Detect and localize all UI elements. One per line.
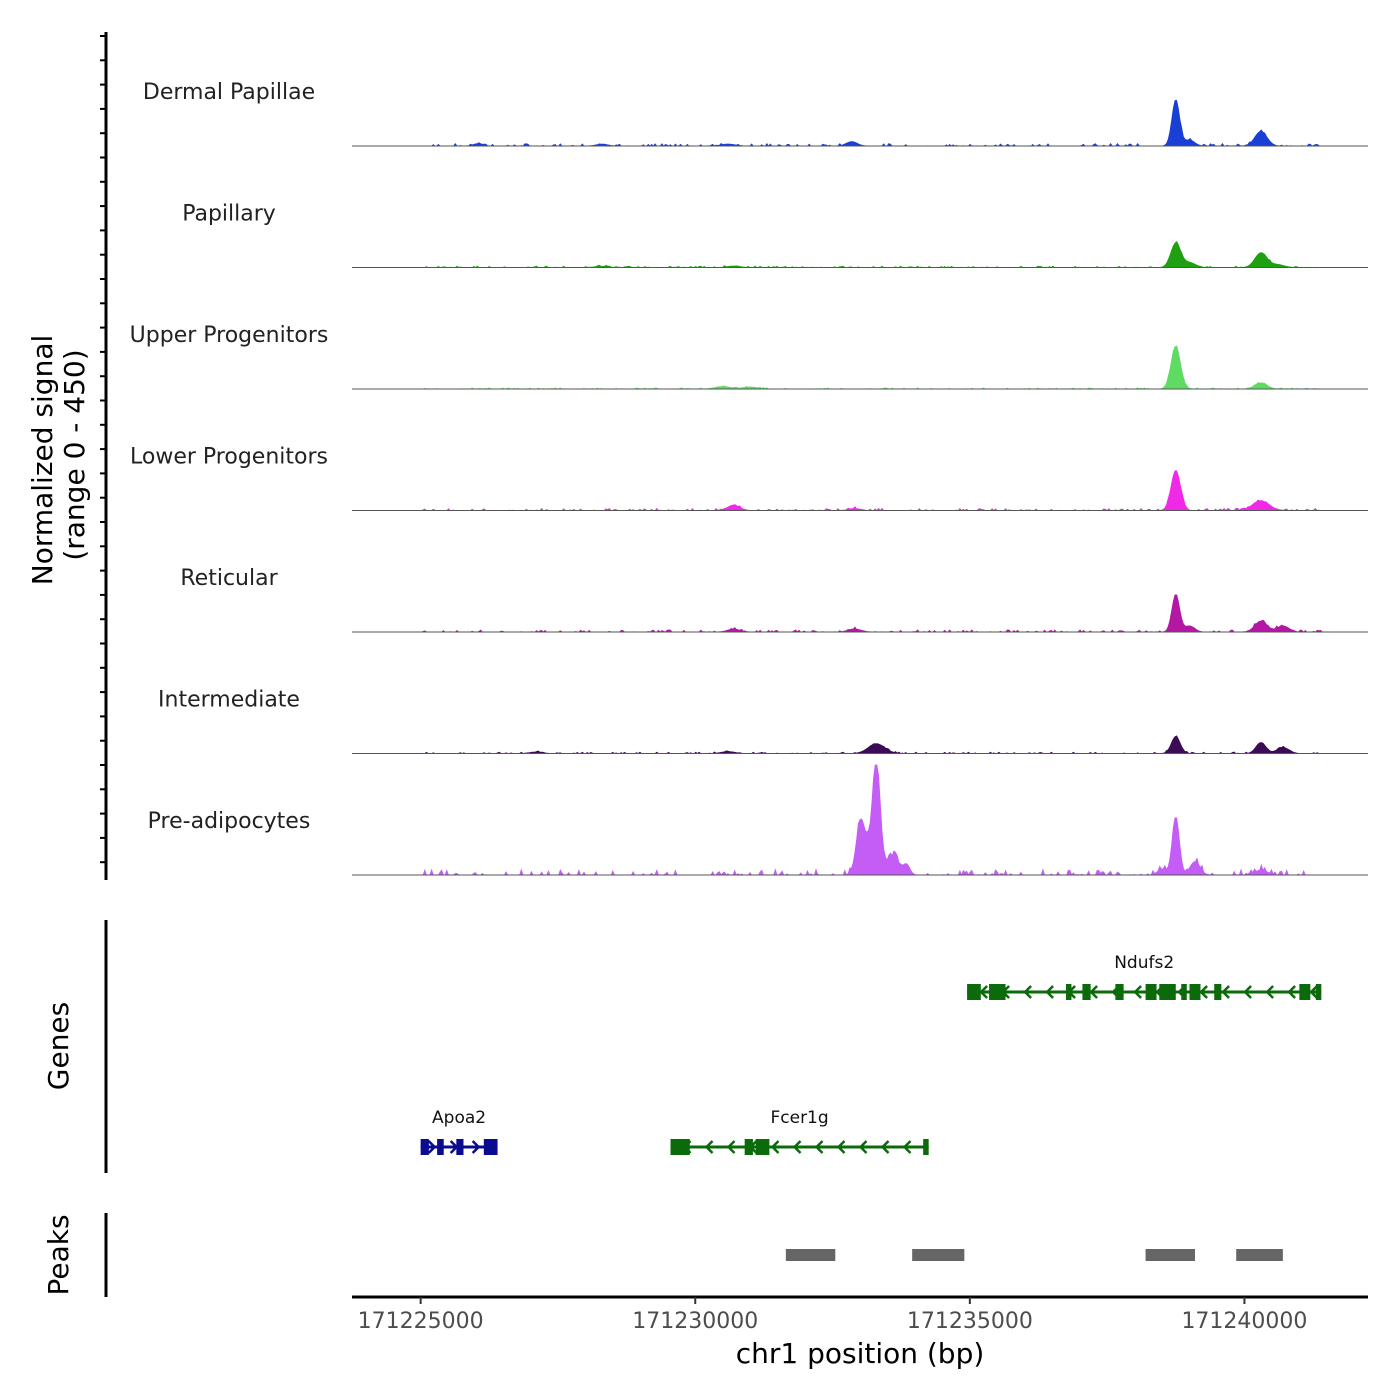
signal-area	[352, 345, 1368, 390]
gene-ndufs2: Ndufs2	[967, 953, 1322, 1000]
strand-arrow	[880, 1140, 890, 1154]
strand-arrow	[836, 1140, 846, 1154]
y-axis-title-line1: Normalized signal	[26, 335, 59, 586]
exon	[1145, 984, 1157, 1000]
strand-arrow	[1023, 985, 1032, 999]
gene-label: Fcer1g	[770, 1108, 828, 1128]
x-tick-label: 171225000	[358, 1309, 484, 1334]
exon	[1214, 984, 1222, 1000]
exon	[1115, 984, 1124, 1000]
track-dermal-papillae: Dermal Papillae	[143, 80, 1368, 147]
gene-label: Ndufs2	[1114, 953, 1174, 973]
coverage-tracks: Dermal Papillae Papillary Upper Progenitor…	[130, 80, 1368, 877]
exon	[967, 984, 981, 1000]
exon	[923, 1139, 929, 1155]
track-label: Papillary	[182, 202, 276, 227]
y-axis-title-line2: (range 0 - 450)	[58, 349, 91, 560]
track-lower-progenitors: Lower Progenitors	[130, 445, 1368, 512]
strand-arrow	[1133, 985, 1142, 999]
strand-arrow	[792, 1140, 802, 1154]
exon	[420, 1139, 429, 1155]
gene-apoa2: Apoa2	[420, 1108, 498, 1155]
track-pre-adipocytes: Pre-adipocytes	[148, 764, 1368, 877]
coverage-y-ticks	[100, 35, 106, 864]
x-tick-label: 171235000	[907, 1309, 1033, 1334]
exon	[670, 1139, 690, 1155]
track-reticular: Reticular	[180, 566, 1368, 633]
signal-area	[352, 735, 1368, 754]
strand-arrow	[1221, 985, 1230, 999]
track-label: Lower Progenitors	[130, 445, 328, 470]
peak-regions	[785, 1249, 1283, 1261]
x-axis-ticks: 171225000 171230000 171235000 171240000	[358, 1297, 1307, 1334]
exon	[456, 1139, 464, 1155]
x-tick-label: 171230000	[632, 1309, 758, 1334]
x-tick-label: 171240000	[1181, 1309, 1307, 1334]
signal-area	[352, 764, 1368, 877]
exon	[744, 1139, 753, 1155]
signal-area	[352, 240, 1368, 268]
exon	[755, 1139, 770, 1155]
peaks-title: Peaks	[42, 1214, 75, 1295]
exon	[1082, 984, 1091, 1000]
strand-arrow	[1089, 985, 1098, 999]
exon	[437, 1139, 444, 1155]
track-label: Pre-adipocytes	[148, 809, 311, 834]
signal-area	[352, 100, 1368, 147]
gene-annotations: Apoa2 Fcer1g Ndufs2	[420, 953, 1322, 1155]
track-upper-progenitors: Upper Progenitors	[130, 323, 1368, 390]
genes-title: Genes	[42, 1002, 75, 1090]
signal-area	[352, 470, 1368, 512]
strand-arrow	[979, 985, 988, 999]
strand-arrow	[858, 1140, 868, 1154]
exon	[1181, 984, 1187, 1000]
strand-arrow	[704, 1140, 714, 1154]
track-papillary: Papillary	[182, 202, 1368, 268]
track-label: Dermal Papillae	[143, 80, 315, 105]
strand-arrow	[471, 1140, 481, 1154]
strand-arrow	[902, 1140, 912, 1154]
strand-arrow	[1287, 985, 1296, 999]
strand-arrow	[1045, 985, 1054, 999]
strand-arrow	[427, 1140, 437, 1154]
strand-arrow	[1243, 985, 1252, 999]
track-label: Upper Progenitors	[130, 323, 329, 348]
strand-arrow	[1265, 985, 1274, 999]
exon	[483, 1139, 498, 1155]
exon	[1189, 984, 1201, 1000]
strand-arrow	[1309, 985, 1318, 999]
exon	[1159, 984, 1176, 1000]
signal-area	[352, 594, 1368, 633]
peak-region	[1145, 1249, 1196, 1261]
exon	[989, 984, 1006, 1000]
strand-arrow	[726, 1140, 736, 1154]
exon	[1065, 984, 1072, 1000]
strand-arrow	[814, 1140, 824, 1154]
track-label: Reticular	[180, 566, 278, 591]
gene-fcer1g: Fcer1g	[670, 1108, 929, 1155]
exon	[1299, 984, 1311, 1000]
peak-region	[1236, 1249, 1283, 1261]
gene-label: Apoa2	[432, 1108, 486, 1128]
peak-region	[785, 1249, 836, 1261]
exon	[1315, 984, 1322, 1000]
track-label: Intermediate	[158, 688, 300, 713]
strand-arrow	[770, 1140, 780, 1154]
x-axis-title: chr1 position (bp)	[736, 1337, 985, 1370]
track-intermediate: Intermediate	[158, 688, 1368, 754]
strand-arrow	[1199, 985, 1208, 999]
peak-region	[912, 1249, 965, 1261]
